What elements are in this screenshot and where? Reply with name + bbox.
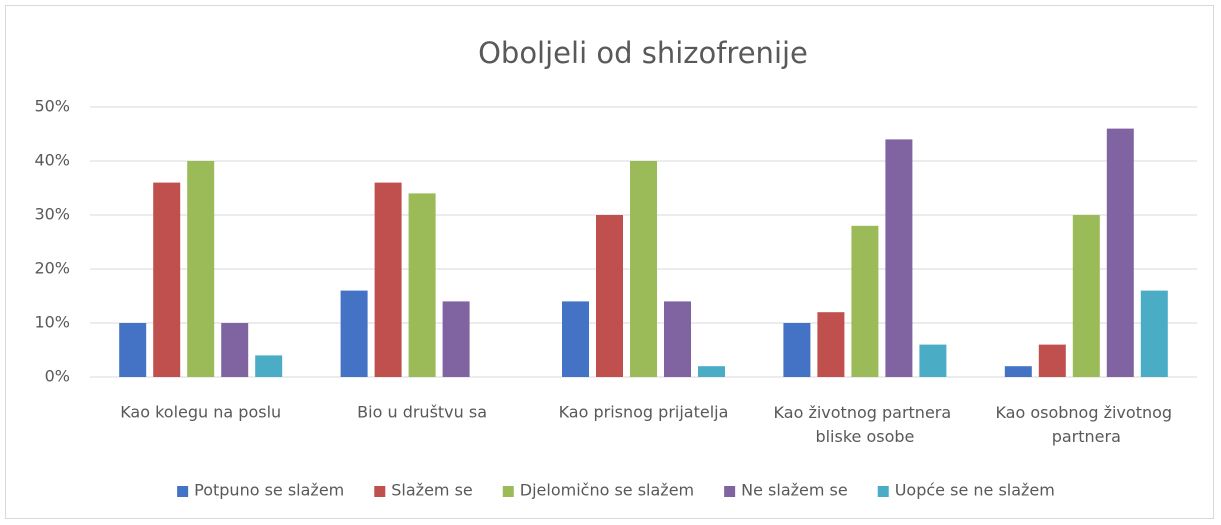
bar — [698, 366, 725, 377]
legend-label: Potpuno se slažem — [194, 481, 344, 500]
legend-swatch — [374, 486, 386, 497]
bar — [596, 215, 623, 377]
x-tick-label: Kao kolegu na poslu — [120, 403, 281, 422]
legend-swatch — [877, 486, 889, 497]
bar — [1106, 128, 1134, 377]
y-tick-label: 20% — [34, 259, 70, 278]
legend-swatch — [177, 486, 189, 497]
bar — [1072, 215, 1100, 377]
bar — [851, 225, 879, 377]
x-tick-label: Bio u društvu sa — [357, 403, 487, 422]
y-tick-label: 30% — [34, 205, 70, 224]
chart-title: Oboljeli od shizofrenije — [478, 36, 808, 70]
y-tick-label: 0% — [45, 367, 70, 386]
bar — [783, 323, 811, 377]
bar — [374, 182, 402, 377]
bar — [1038, 344, 1066, 377]
bar — [1140, 290, 1168, 377]
y-tick-label: 10% — [34, 313, 70, 332]
bar — [187, 161, 215, 377]
legend-label: Djelomično se slažem — [520, 481, 694, 500]
bar — [1004, 366, 1032, 377]
bar — [817, 312, 845, 377]
bar — [221, 323, 249, 377]
x-tick-label: Kao osobnog životnog partnera — [995, 403, 1177, 446]
legend-swatch — [724, 486, 736, 497]
legend-label: Ne slažem se — [741, 481, 848, 500]
bar — [919, 344, 947, 377]
legend-label: Uopće se ne slažem — [895, 481, 1055, 500]
legend-label: Slažem se — [391, 481, 473, 500]
bar — [408, 193, 436, 377]
bar — [153, 182, 181, 377]
bar — [630, 161, 657, 377]
y-tick-label: 50% — [34, 97, 70, 116]
bar — [885, 139, 913, 377]
bar — [664, 301, 691, 377]
bar — [119, 323, 147, 377]
x-tick-label: Kao životnog partnera bliske osobe — [774, 403, 957, 446]
bar — [562, 301, 589, 377]
legend-swatch — [502, 486, 514, 497]
bar — [255, 355, 283, 377]
y-tick-label: 40% — [34, 151, 70, 170]
bar — [340, 290, 368, 377]
bar — [442, 301, 470, 377]
x-tick-label: Kao prisnog prijatelja — [559, 403, 729, 422]
